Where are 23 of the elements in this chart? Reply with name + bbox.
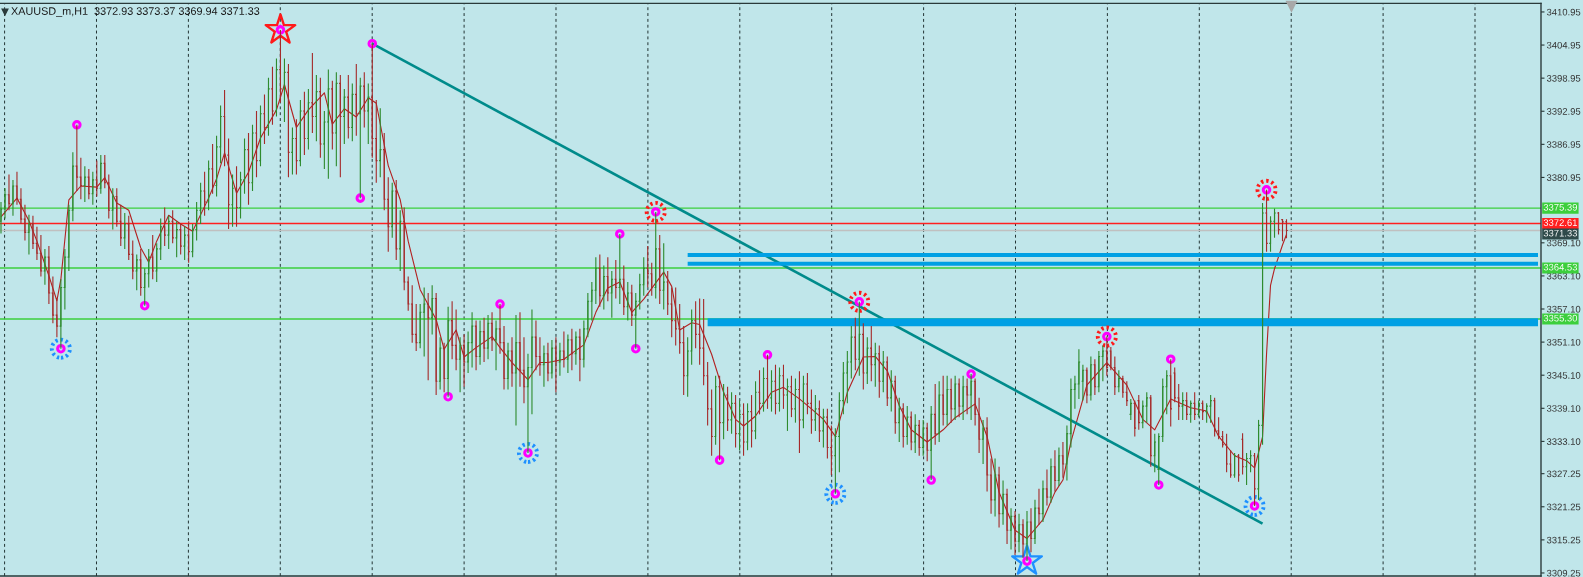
y-tick-label: 3345.10 <box>1546 372 1581 379</box>
y-tick-label: 3351.10 <box>1546 338 1581 346</box>
y-tick-label: 3309.25 <box>1546 569 1581 577</box>
y-tick-label: 3327.25 <box>1546 470 1581 478</box>
ref-line-label: 3372.61 <box>1543 219 1577 226</box>
y-tick-label: 3315.25 <box>1546 536 1581 544</box>
y-tick-label: 3369.10 <box>1546 239 1581 247</box>
y-tick-label: 3363.10 <box>1546 272 1581 280</box>
chart-title: XAUUSD_m,H1 3372.93 3373.37 3369.94 3371.33 <box>11 7 260 17</box>
y-tick-label: 3392.95 <box>1546 108 1581 115</box>
y-tick-label: 3321.25 <box>1546 503 1581 511</box>
y-tick-label: 3357.10 <box>1546 305 1581 313</box>
y-tick-label: 3380.95 <box>1546 174 1581 181</box>
y-tick-label: 3339.10 <box>1546 405 1581 412</box>
ref-line-label: 3371.33 <box>1543 229 1578 237</box>
y-tick-label: 3386.95 <box>1546 141 1581 148</box>
ref-line-label: 3355.30 <box>1543 314 1578 322</box>
y-tick-label: 3398.95 <box>1546 74 1581 82</box>
ref-line-label: 3375.39 <box>1543 203 1577 211</box>
y-tick-label: 3410.95 <box>1546 8 1581 16</box>
ref-line-label: 3364.53 <box>1543 263 1578 271</box>
y-tick-label: 3404.95 <box>1546 41 1581 49</box>
y-tick-label: 3333.10 <box>1546 438 1581 445</box>
